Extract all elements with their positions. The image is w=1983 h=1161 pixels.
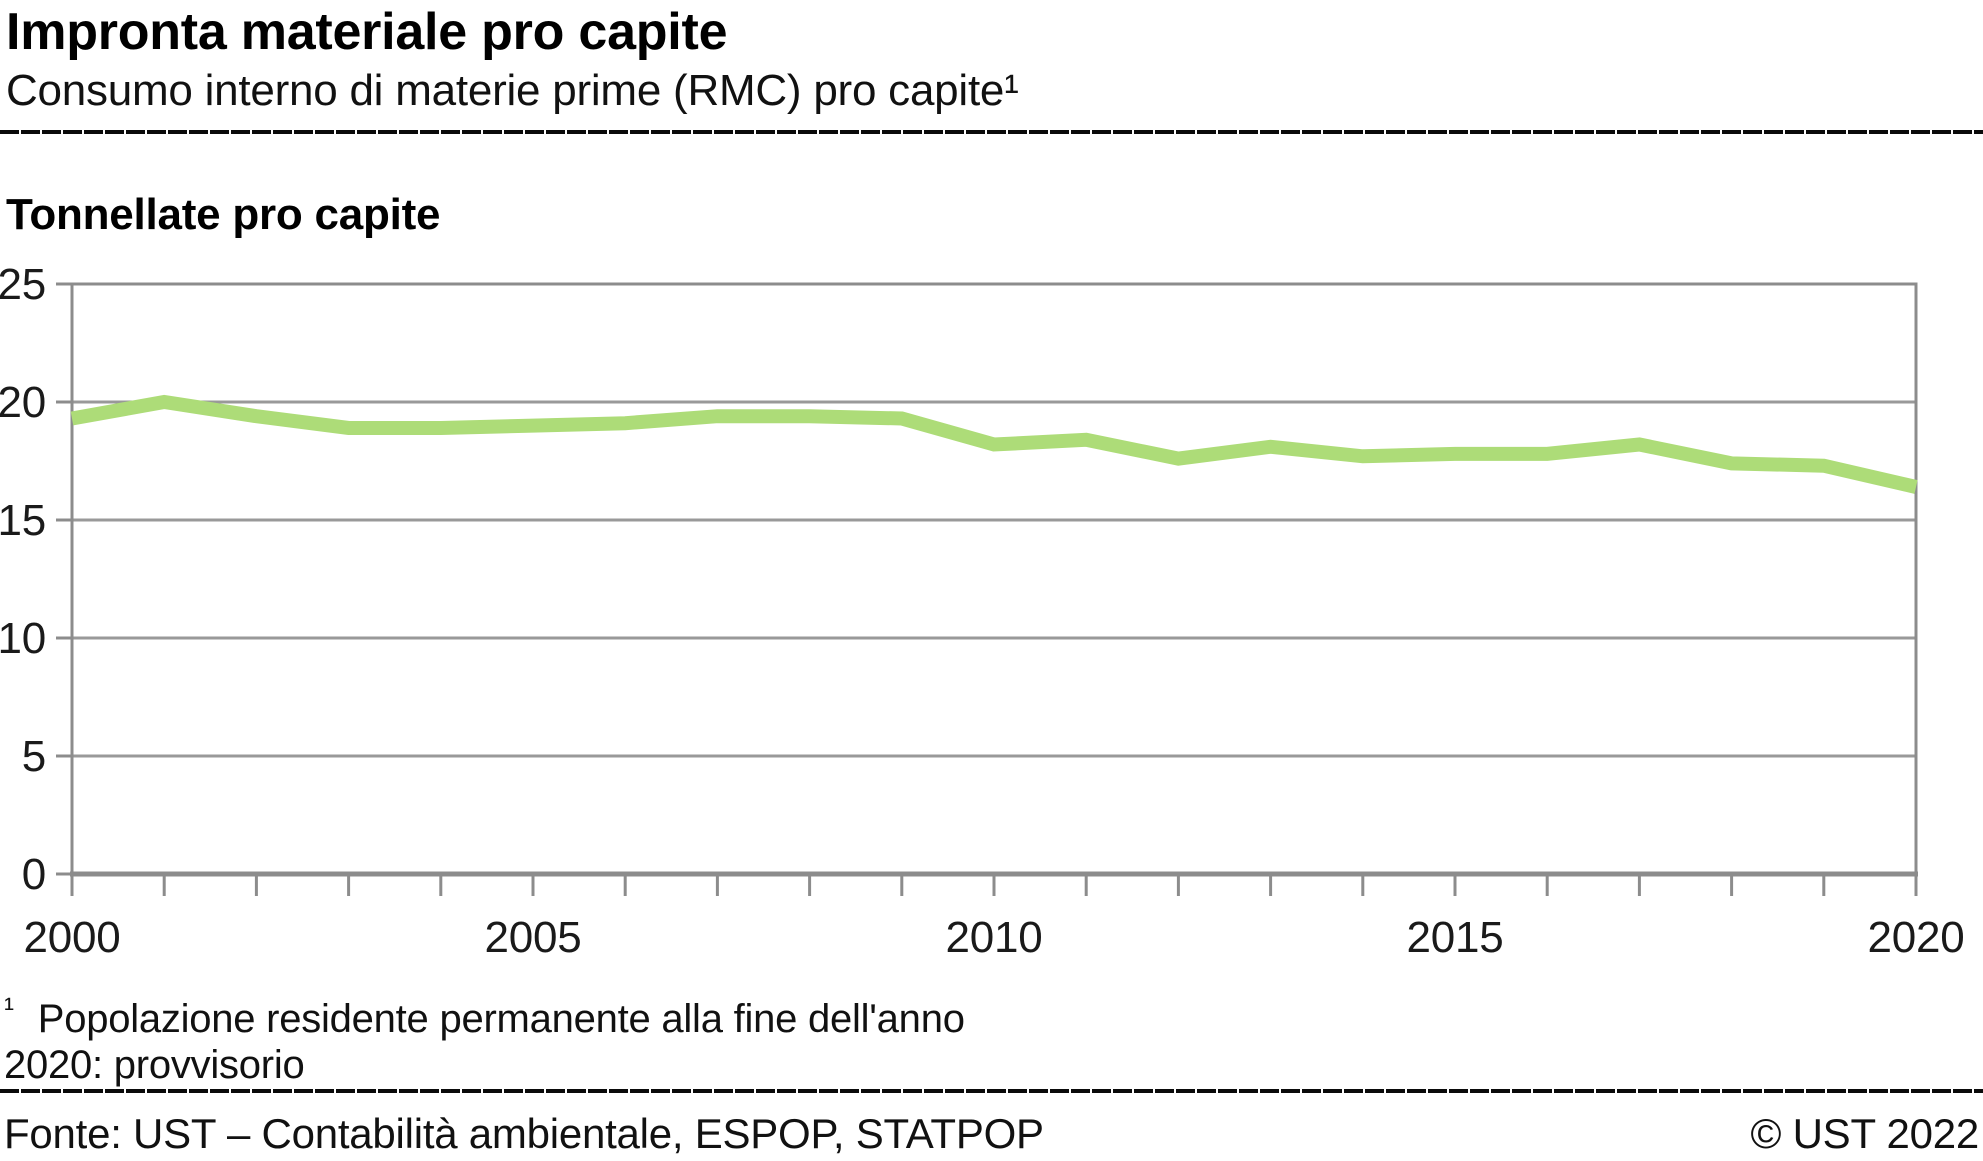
y-tick-label-10: 10	[0, 614, 46, 663]
x-tick-label-2010: 2010	[946, 913, 1043, 962]
y-axis-unit-heading: Tonnellate pro capite	[6, 190, 441, 239]
y-tick-label-20: 20	[0, 378, 46, 427]
footnote-1-text: Popolazione residente permanente alla fi…	[37, 997, 965, 1041]
y-tick-label-0: 0	[22, 850, 46, 899]
bottom-divider	[0, 1089, 1983, 1093]
data-line-rmc-pro-capite	[70, 394, 1918, 494]
chart-area: 0 5 10 15 20 25 2000 2005 2010 2015 2020	[0, 240, 1983, 970]
y-tick-label-15: 15	[0, 496, 46, 545]
source-text: Fonte: UST – Contabilità ambientale, ESP…	[4, 1110, 1044, 1157]
x-tick-label-2015: 2015	[1407, 913, 1504, 962]
page-subtitle: Consumo interno di materie prime (RMC) p…	[6, 66, 1019, 115]
plot-border	[70, 282, 1918, 876]
y-tick-label-5: 5	[22, 732, 46, 781]
footnote-1: ¹ Popolazione residente permanente alla f…	[4, 986, 965, 1042]
x-tick-label-2020: 2020	[1868, 913, 1965, 962]
y-tick-label-25: 25	[0, 260, 46, 309]
x-tick-label-2000: 2000	[24, 913, 121, 962]
copyright-text: © UST 2022	[1750, 1110, 1979, 1157]
footnotes: ¹ Popolazione residente permanente alla f…	[4, 986, 965, 1088]
footnote-marker: ¹	[4, 992, 14, 1025]
footer: Fonte: UST – Contabilità ambientale, ESP…	[4, 1110, 1979, 1158]
footnote-2: 2020: provvisorio	[4, 1043, 305, 1087]
page-title: Impronta materiale pro capite	[6, 3, 728, 61]
top-divider	[0, 130, 1983, 134]
line-chart-canvas: 0 5 10 15 20 25 2000 2005 2010 2015 2020	[0, 260, 1965, 962]
x-tick-label-2005: 2005	[485, 913, 582, 962]
